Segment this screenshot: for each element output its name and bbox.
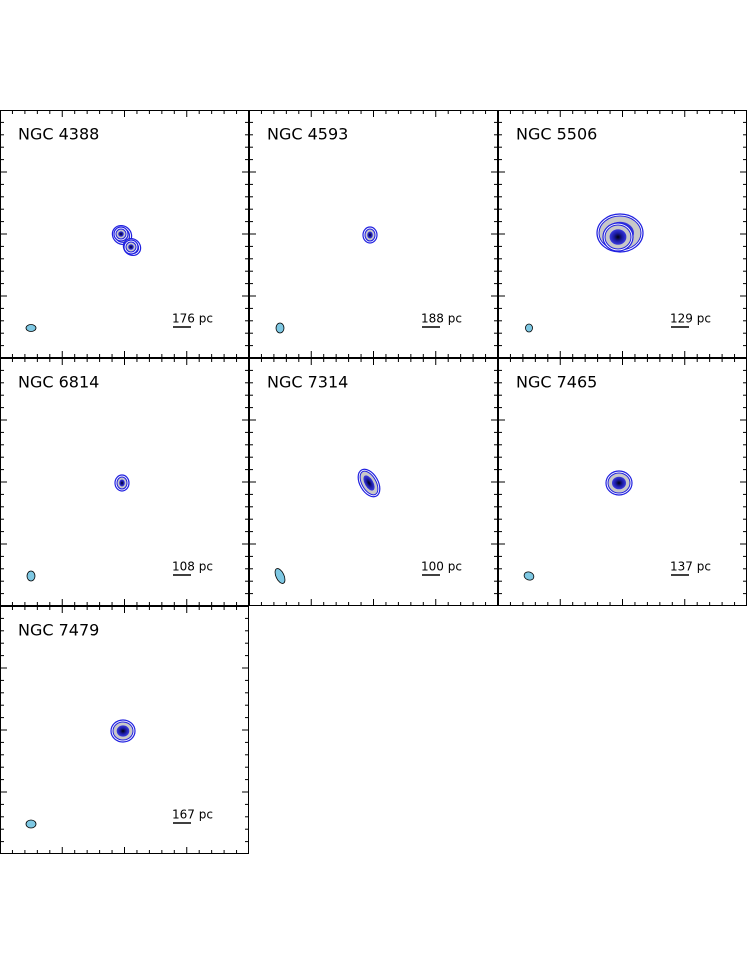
panel: NGC 4593 188 pc	[249, 110, 498, 358]
scale-label: 129 pc	[670, 312, 711, 326]
scale-label: 137 pc	[670, 560, 711, 574]
scale-label: 108 pc	[172, 560, 213, 574]
panel: NGC 4388 176 pc	[0, 110, 249, 358]
beam	[25, 324, 37, 332]
emission-core	[367, 231, 373, 239]
panel-name: NGC 4593	[267, 125, 348, 144]
emission-core	[119, 479, 125, 487]
scale-label: 100 pc	[421, 560, 462, 574]
panel: NGC 7314 100 pc	[249, 358, 498, 606]
beam	[523, 571, 535, 581]
beam	[274, 568, 286, 584]
emission-core	[612, 476, 626, 490]
scale-label: 188 pc	[421, 312, 462, 326]
panel: NGC 6814 108 pc	[0, 358, 249, 606]
panel-name: NGC 6814	[18, 373, 99, 392]
emission-core	[363, 475, 375, 491]
scale-label: 176 pc	[172, 312, 213, 326]
scale-label: 167 pc	[172, 808, 213, 822]
beam	[25, 819, 37, 829]
panel-name: NGC 5506	[516, 125, 597, 144]
panel-name: NGC 4388	[18, 125, 99, 144]
panel: NGC 7479 167 pc	[0, 606, 249, 854]
panel-name: NGC 7479	[18, 621, 99, 640]
emission-core	[128, 244, 134, 250]
beam	[275, 322, 285, 334]
panel-name: NGC 7314	[267, 373, 348, 392]
emission-core	[118, 231, 124, 237]
panel-name: NGC 7465	[516, 373, 597, 392]
emission-core	[609, 229, 627, 245]
beam	[26, 570, 36, 582]
emission-core	[116, 725, 130, 737]
panel: NGC 5506 129 pc	[498, 110, 747, 358]
panel: NGC 7465 137 pc	[498, 358, 747, 606]
beam	[525, 323, 533, 333]
